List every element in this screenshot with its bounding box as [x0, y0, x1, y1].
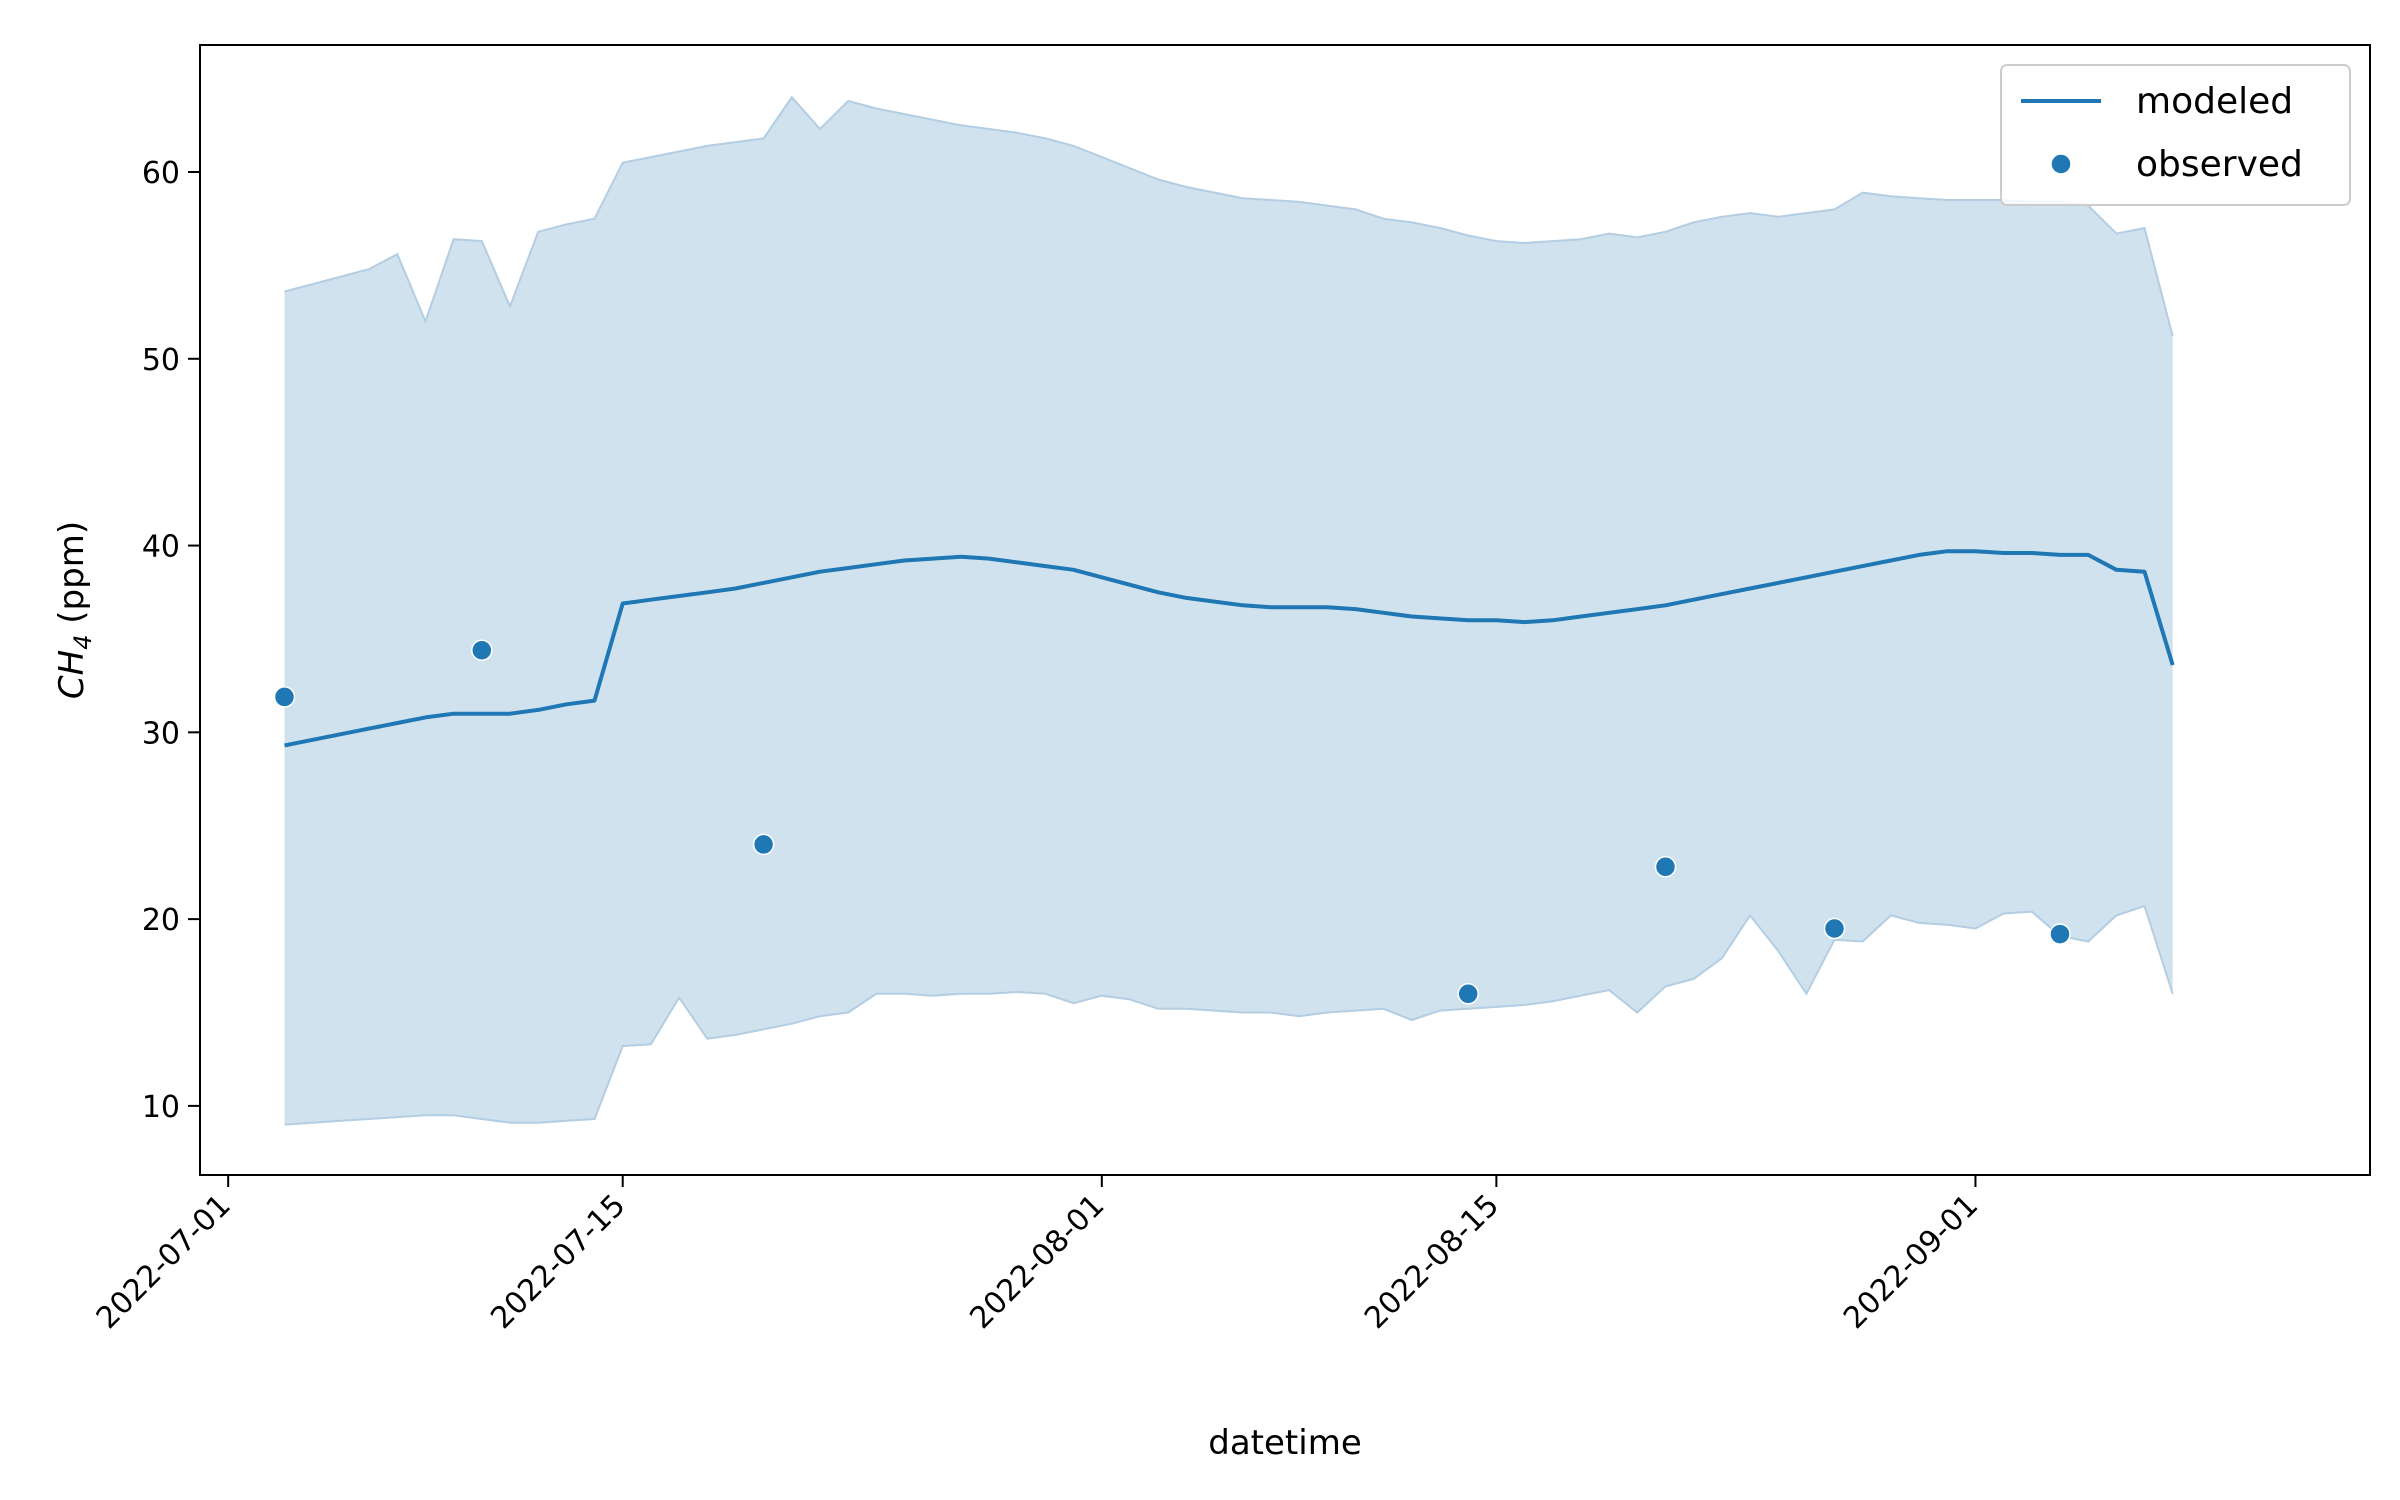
- legend: modeled observed: [2000, 64, 2351, 206]
- x-tick-label: 2022-09-01: [1837, 1188, 1985, 1336]
- observed-point: [471, 639, 493, 661]
- confidence-band: [284, 95, 2174, 1126]
- x-tick-label: 2022-08-15: [1358, 1188, 1506, 1336]
- observed-point: [273, 686, 296, 708]
- observed-point: [1457, 983, 1479, 1005]
- series-line-modeled: [284, 549, 2175, 748]
- y-axis: 10 20 30 40 50 60: [142, 156, 200, 1125]
- observed-point: [752, 833, 775, 856]
- y-axis-label-subscript: 4: [69, 635, 97, 650]
- x-tick-label: 2022-08-01: [963, 1188, 1111, 1336]
- y-axis-label: CH4 (ppm): [52, 521, 97, 699]
- observed-point: [1654, 856, 1677, 878]
- x-axis: 2022-07-01 2022-07-15 2022-08-01 2022-08-15…: [90, 1175, 1985, 1336]
- y-tick-label: 10: [142, 1090, 180, 1125]
- y-tick-label: 30: [142, 716, 180, 751]
- legend-entry-observed: observed: [2136, 144, 2303, 185]
- y-axis-label-base: CH: [52, 650, 92, 699]
- legend-marker-swatch: [2050, 153, 2072, 175]
- x-axis-label: datetime: [1208, 1423, 1361, 1463]
- x-tick-label: 2022-07-01: [90, 1188, 238, 1336]
- band-upper-edge: [284, 95, 2174, 337]
- y-tick-label: 40: [142, 530, 180, 565]
- observed-points: [273, 639, 2071, 1005]
- observed-point: [2049, 923, 2071, 945]
- band-area: [284, 97, 2173, 1125]
- legend-entry-modeled: modeled: [2136, 81, 2293, 122]
- y-axis-label-unit: (ppm): [52, 521, 92, 635]
- observed-point: [1823, 917, 1846, 940]
- y-tick-label: 20: [142, 903, 180, 938]
- plot-frame: [199, 44, 2371, 1176]
- y-tick-label: 60: [142, 156, 180, 191]
- y-tick-label: 50: [142, 343, 180, 378]
- band-lower-edge: [284, 904, 2174, 1126]
- x-tick-label: 2022-07-15: [484, 1188, 632, 1336]
- modeled-line-layer: [284, 549, 2175, 748]
